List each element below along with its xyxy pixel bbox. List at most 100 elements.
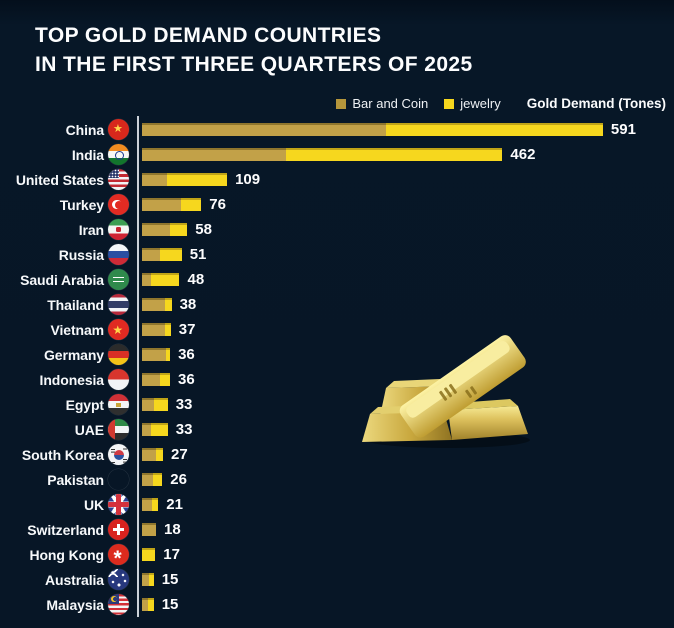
- value-label: 36: [177, 371, 195, 388]
- value-label: 51: [189, 246, 207, 263]
- malaysia-flag-icon: [108, 594, 129, 615]
- chart-rows: China 591 India 462 United States: [0, 117, 674, 617]
- legend-item-jewelry: jewelry: [444, 96, 501, 111]
- bar-track: 33: [142, 417, 192, 442]
- jewelry-segment: [150, 423, 168, 436]
- jewelry-segment: [165, 298, 172, 311]
- chart-row: Hong Kong 17: [0, 542, 674, 567]
- value-label: 58: [195, 221, 212, 238]
- bar-track: 36: [142, 342, 195, 367]
- bar-track: 15: [142, 592, 178, 617]
- south-korea-flag-icon: [108, 444, 129, 465]
- uk-flag-icon: [108, 494, 129, 515]
- bar-and-coin-segment: [142, 573, 149, 586]
- bar-track: 21: [142, 492, 183, 517]
- indonesia-flag-icon: [108, 369, 129, 390]
- jewelry-legend-label: jewelry: [460, 96, 501, 111]
- bar-and-coin-segment: [142, 523, 156, 536]
- chart-row: India 462: [0, 142, 674, 167]
- country-label: China: [65, 121, 104, 138]
- country-label: Switzerland: [27, 521, 104, 538]
- jewelry-segment: [386, 123, 603, 136]
- country-label: UAE: [74, 421, 104, 438]
- bar-track: 462: [142, 142, 535, 167]
- legend-item-bar-and-coin: Bar and Coin: [336, 96, 428, 111]
- jewelry-segment: [152, 473, 163, 486]
- india-flag-icon: [108, 144, 129, 165]
- country-label: Australia: [44, 571, 104, 588]
- value-label: 109: [235, 171, 261, 188]
- chart-row: South Korea 27: [0, 442, 674, 467]
- russia-flag-icon: [108, 244, 129, 265]
- page-title-line1: TOP GOLD DEMAND COUNTRIES: [35, 24, 382, 47]
- germany-flag-icon: [108, 344, 129, 365]
- country-label: Thailand: [47, 296, 104, 313]
- chart-row: Vietnam 37: [0, 317, 674, 342]
- chart-row: Russia 51: [0, 242, 674, 267]
- bar-and-coin-segment: [142, 373, 160, 386]
- chart-legend: Bar and Coin jewelry Gold Demand (Tones): [336, 96, 666, 111]
- jewelry-segment: [167, 173, 228, 186]
- chart-row: Indonesia 36: [0, 367, 674, 392]
- china-flag-icon: [108, 119, 129, 140]
- bar-track: 27: [142, 442, 188, 467]
- bar-track: 15: [142, 567, 178, 592]
- bar-track: 48: [142, 267, 204, 292]
- jewelry-segment: [156, 448, 163, 461]
- egypt-flag-icon: [108, 394, 129, 415]
- chart-row: Iran 58: [0, 217, 674, 242]
- jewelry-segment: [147, 598, 154, 611]
- jewelry-segment: [286, 148, 503, 161]
- jewelry-segment: [170, 223, 188, 236]
- country-label: Turkey: [59, 196, 104, 213]
- jewelry-segment: [181, 198, 202, 211]
- bar-and-coin-segment: [142, 448, 156, 461]
- bar-track: 33: [142, 392, 192, 417]
- value-label: 27: [171, 446, 188, 463]
- country-label: United States: [15, 171, 104, 188]
- chart-row: China 591: [0, 117, 674, 142]
- chart-row: UK 21: [0, 492, 674, 517]
- bar-track: 36: [142, 367, 195, 392]
- bar-and-coin-swatch-icon: [336, 98, 347, 109]
- saudi-arabia-flag-icon: [108, 269, 129, 290]
- vietnam-flag-icon: [108, 319, 129, 340]
- jewelry-segment: [150, 273, 180, 286]
- bar-and-coin-segment: [142, 223, 171, 236]
- uae-flag-icon: [108, 419, 129, 440]
- value-label: 591: [610, 121, 636, 138]
- jewelry-segment: [164, 323, 171, 336]
- country-label: Vietnam: [50, 321, 104, 338]
- bar-and-coin-segment: [142, 173, 167, 186]
- bar-and-coin-segment: [142, 248, 160, 261]
- country-label: Hong Kong: [29, 546, 104, 563]
- bar-and-coin-segment: [142, 398, 154, 411]
- bar-track: 76: [142, 192, 226, 217]
- country-label: Pakistan: [47, 471, 104, 488]
- bar-track: 58: [142, 217, 212, 242]
- bar-track: 18: [142, 517, 181, 542]
- bar-and-coin-segment: [142, 498, 153, 511]
- country-label: India: [71, 146, 104, 163]
- bar-track: 38: [142, 292, 196, 317]
- bar-track: 109: [142, 167, 260, 192]
- value-label: 18: [164, 521, 181, 538]
- country-label: South Korea: [21, 446, 104, 463]
- jewelry-segment: [159, 248, 182, 261]
- bar-and-coin-segment: [142, 298, 166, 311]
- bar-track: 17: [142, 542, 180, 567]
- bar-and-coin-segment: [142, 198, 181, 211]
- bar-track: 51: [142, 242, 206, 267]
- hong-kong-flag-icon: [108, 544, 129, 565]
- bar-and-coin-segment: [142, 423, 151, 436]
- jewelry-segment: [153, 398, 168, 411]
- chart-row: Pakistan 26: [0, 467, 674, 492]
- jewelry-swatch-icon: [444, 98, 455, 109]
- bar-and-coin-segment: [142, 323, 165, 336]
- chart-row: Switzerland 18: [0, 517, 674, 542]
- country-label: UK: [83, 496, 104, 513]
- value-label: 15: [161, 571, 179, 588]
- bar-and-coin-segment: [142, 598, 148, 611]
- country-label: Saudi Arabia: [20, 271, 104, 288]
- chart-row: Saudi Arabia 48: [0, 267, 674, 292]
